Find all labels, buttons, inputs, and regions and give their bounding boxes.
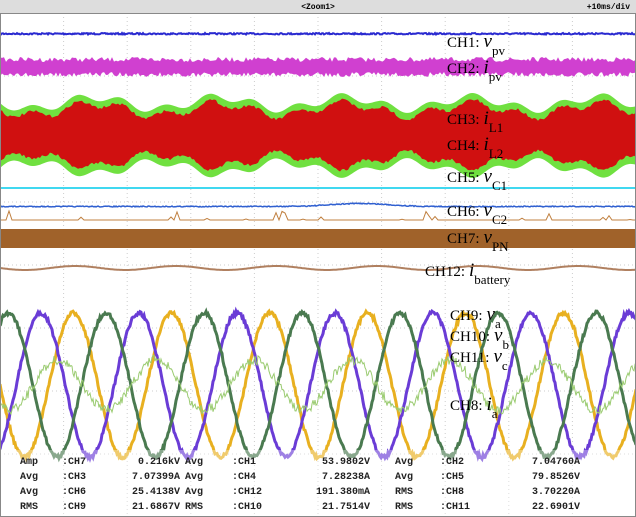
channel-subscript: L1 (489, 120, 503, 135)
measurement-cell: 0.216kV (138, 456, 180, 468)
channel-subscript: pv (489, 69, 503, 84)
channel-name: CH2: (447, 61, 480, 77)
measurement-cell: :CH9 (62, 502, 86, 513)
channel-name: CH11: (450, 350, 489, 366)
measurement-cell: 25.4138V (132, 487, 180, 498)
measurement-cell: 3.70220A (532, 487, 580, 498)
timebase-label: +10ms/div (587, 3, 630, 12)
measurement-cell: RMS (395, 502, 413, 513)
measurement-cell: 21.7514V (322, 502, 370, 513)
channel-name: CH3: (447, 112, 480, 128)
measurement-cell: :CH6 (62, 487, 86, 498)
measurement-cell: 22.6901V (532, 502, 580, 513)
channel-name: CH4: (447, 138, 480, 154)
channel-name: CH9: (450, 308, 483, 324)
channel-subscript: L2 (489, 146, 503, 161)
measurement-cell: 191.380mA (316, 487, 370, 498)
channel-name: CH8: (450, 398, 483, 414)
measurement-cell: 53.9802V (322, 457, 370, 468)
measurement-cell: :CH1 (232, 457, 256, 468)
oscilloscope-screen: <Zoom1> +10ms/div CH1:vpvCH2:ipvCH3:iL1C… (0, 0, 636, 517)
measurement-cell: :CH3 (62, 472, 86, 483)
measurement-cell: RMS (20, 502, 38, 513)
measurement-cell: 7.07399A (132, 472, 180, 483)
zoom-label: <Zoom1> (301, 3, 335, 12)
channel-subscript: battery (474, 272, 511, 287)
measurement-cell: :CH2 (440, 457, 464, 468)
channel-name: CH12: (425, 264, 465, 280)
channel-subscript: C2 (492, 212, 507, 227)
measurement-cell: :CH7 (62, 457, 86, 468)
channel-name: CH1: (447, 35, 480, 51)
measurement-cell: 7.04760A (532, 457, 580, 468)
channel-subscript: PN (492, 239, 509, 254)
channel-subscript: pv (492, 43, 506, 58)
measurement-cell: RMS (185, 502, 203, 513)
measurement-cell: RMS (395, 487, 413, 498)
measurement-cell: Avg (20, 472, 38, 483)
channel-name: CH7: (447, 231, 480, 247)
measurement-cell: Avg (395, 472, 413, 483)
trace-band (0, 229, 636, 248)
measurement-cell: :CH11 (440, 502, 470, 513)
measurement-cell: :CH4 (232, 472, 256, 483)
channel-name: CH6: (447, 204, 480, 220)
measurement-cell: Avg (185, 487, 203, 498)
measurement-cell: Avg (185, 457, 203, 468)
measurement-cell: Avg (185, 472, 203, 483)
channel-name: CH5: (447, 170, 480, 186)
measurement-cell: :CH8 (440, 487, 464, 498)
measurement-cell: :CH10 (232, 502, 262, 513)
measurement-cell: :CH5 (440, 472, 464, 483)
measurement-cell: Amp (20, 457, 38, 468)
measurement-cell: Avg (20, 487, 38, 498)
measurement-table: Amp :CH7 0.216kV Avg :CH1 53.9802V Avg :CH2 7.04… (0, 450, 636, 517)
measurement-cell: 7.28238A (322, 472, 370, 483)
measurement-cell: 79.8526V (532, 472, 580, 483)
measurement-cell: Avg (395, 457, 413, 468)
measurement-cell: 21.6867V (132, 502, 180, 513)
channel-subscript: C1 (492, 178, 507, 193)
channel-subscript: a (492, 406, 498, 421)
channel-name: CH10: (450, 329, 490, 345)
channel-subscript: c (502, 358, 508, 373)
channel-subscript: b (502, 337, 509, 352)
measurement-cell: :CH12 (232, 487, 262, 498)
